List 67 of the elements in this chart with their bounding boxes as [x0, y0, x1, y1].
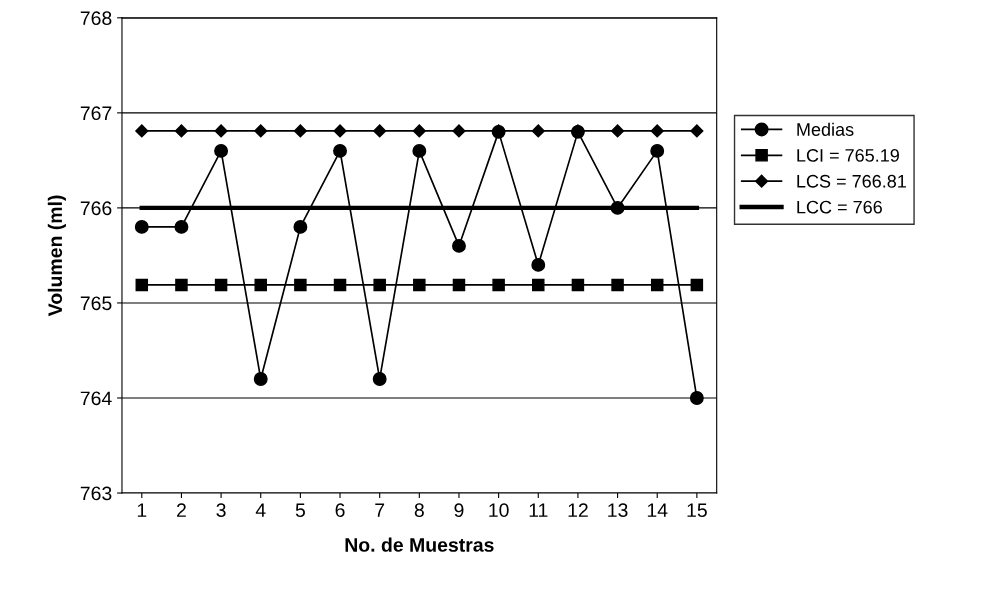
x-tick-label: 2	[177, 503, 186, 517]
x-tick-label: 4	[255, 503, 266, 517]
point	[571, 278, 585, 292]
x-tick-label: 1	[137, 503, 147, 517]
point	[452, 238, 466, 253]
point	[174, 124, 189, 138]
point	[333, 278, 347, 292]
x-tick-label: 3	[216, 503, 226, 518]
y-tick-label: 764	[80, 391, 112, 406]
point	[531, 124, 545, 138]
x-axis-title: No. de Muestras	[345, 537, 494, 552]
point	[175, 278, 188, 292]
x-tick-label: 10	[489, 503, 509, 518]
point	[214, 278, 228, 292]
y-tick-label: 768	[80, 11, 112, 26]
x-tick-label: 7	[375, 503, 385, 517]
x-tick-label: 13	[608, 503, 628, 518]
point	[134, 219, 149, 234]
point	[333, 124, 347, 138]
point	[492, 278, 505, 292]
y-tick-label: 763	[80, 486, 112, 501]
point	[214, 124, 228, 138]
x-tick-label: 5	[295, 503, 305, 518]
point	[650, 143, 665, 158]
legend-label: LCI = 765.19	[797, 149, 899, 162]
point	[294, 278, 307, 292]
x-tick-label: 6	[335, 503, 345, 518]
legend-label: Medias	[797, 122, 854, 136]
point	[531, 257, 546, 272]
point	[610, 124, 625, 138]
x-tick-label: 9	[454, 503, 464, 518]
point	[333, 143, 347, 158]
y-tick-label: 766	[80, 201, 112, 216]
point	[293, 219, 308, 234]
point	[293, 124, 307, 138]
point	[135, 124, 149, 138]
point	[690, 278, 704, 292]
point	[373, 124, 387, 138]
point	[174, 219, 189, 234]
y-tick-label: 765	[80, 296, 112, 311]
point	[650, 124, 664, 138]
point	[254, 124, 268, 138]
point	[373, 278, 386, 292]
x-tick-label: 8	[414, 503, 424, 518]
point	[452, 278, 466, 292]
point	[214, 143, 229, 158]
point	[372, 372, 387, 386]
point	[254, 278, 267, 292]
point	[690, 124, 704, 138]
x-tick-label: 15	[687, 503, 707, 518]
point	[532, 278, 545, 292]
x-tick-label: 14	[647, 503, 668, 517]
y-tick-label: 767	[80, 106, 112, 121]
point	[650, 278, 664, 292]
x-tick-label: 11	[529, 503, 548, 517]
point	[611, 278, 624, 292]
point	[452, 124, 466, 138]
legend-label: LCC = 766	[797, 200, 882, 214]
x-tick-label: 12	[568, 503, 588, 517]
point	[689, 391, 704, 405]
point	[135, 278, 149, 292]
legend-label: LCS = 766.81	[797, 174, 906, 188]
point	[412, 143, 427, 158]
y-axis-title: Volumen (ml)	[47, 195, 66, 317]
point	[412, 124, 426, 138]
point	[253, 372, 268, 386]
point	[413, 278, 426, 292]
